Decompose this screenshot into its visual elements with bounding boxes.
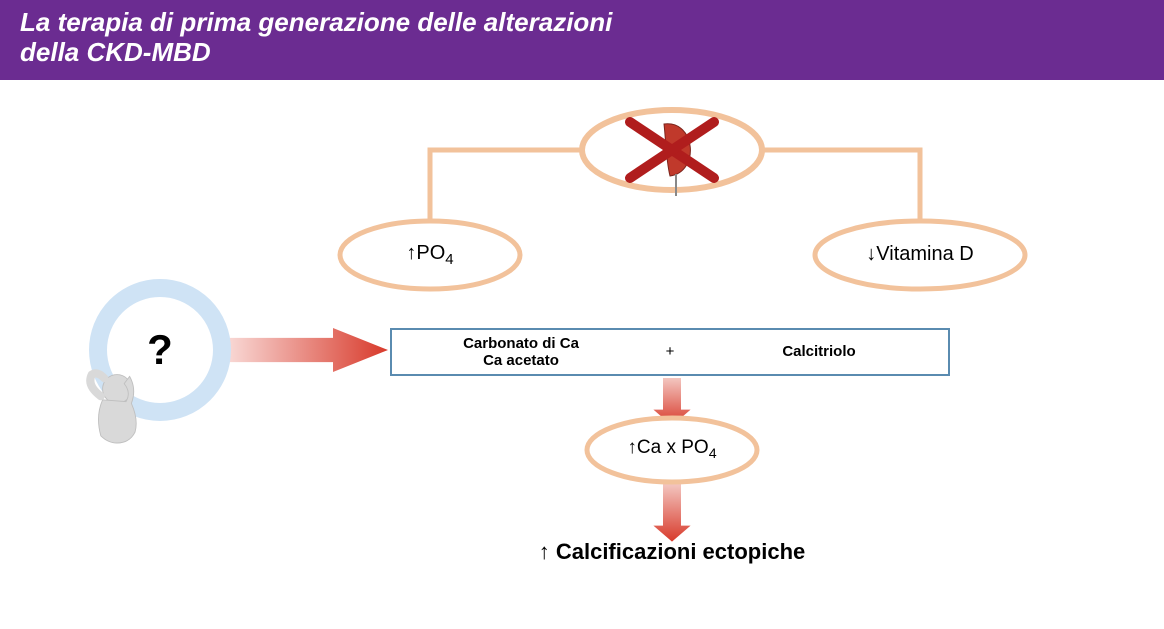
diagram-canvas: ↑PO4↓Vitamina D↑Ca x PO4? Carbonato di C…: [0, 80, 1164, 625]
capo4-label: ↑Ca x PO4: [627, 437, 716, 462]
po4-label: ↑PO4: [406, 242, 453, 268]
vitd-label: ↓Vitamina D: [866, 243, 973, 266]
title-line-2: della CKD-MBD: [20, 37, 211, 67]
node-po4: ↑PO4: [340, 221, 520, 289]
therapy-col-1: Carbonato di Ca Ca acetato: [392, 335, 650, 370]
title-line-1: La terapia di prima generazione delle al…: [20, 7, 612, 37]
therapy-carbonato: Carbonato di Ca: [463, 335, 579, 352]
therapy-box: Carbonato di Ca Ca acetato + Calcitriolo: [390, 328, 950, 376]
therapy-acetato: Ca acetato: [483, 352, 559, 369]
thinking-figure-icon: [70, 360, 160, 470]
kidney-crossed-icon: [582, 110, 762, 190]
node-vitamin-d: ↓Vitamina D: [815, 221, 1025, 289]
calcifications-label: ↑ Calcificazioni ectopiche: [422, 539, 922, 565]
node-ca-po4: ↑Ca x PO4: [587, 418, 757, 482]
therapy-col-2: Calcitriolo: [690, 343, 948, 360]
therapy-plus: +: [650, 343, 690, 360]
slide-title: La terapia di prima generazione delle al…: [20, 8, 1144, 68]
slide-header: La terapia di prima generazione delle al…: [0, 0, 1164, 80]
